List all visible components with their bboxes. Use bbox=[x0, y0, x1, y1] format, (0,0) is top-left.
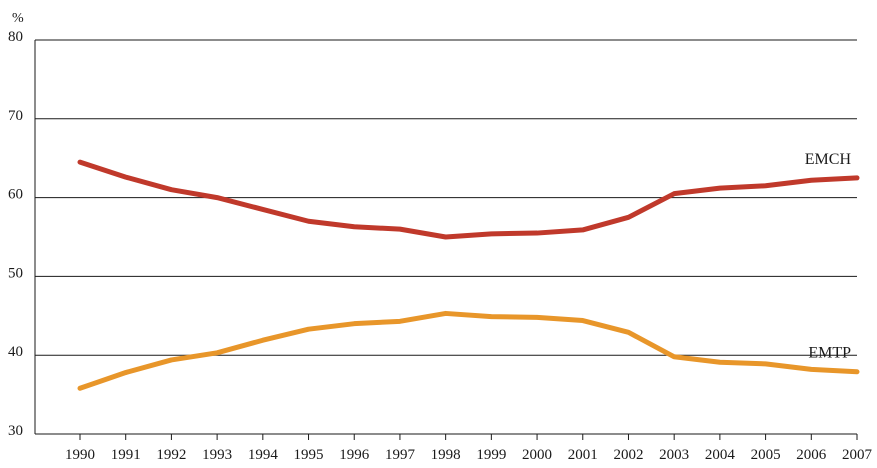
y-tick-label: 80 bbox=[8, 29, 23, 45]
series-line-emtp bbox=[80, 313, 857, 388]
x-tick-label: 1994 bbox=[248, 447, 279, 463]
x-tick-label: 2007 bbox=[842, 447, 873, 463]
x-tick-label: 2006 bbox=[796, 447, 827, 463]
series-line-emch bbox=[80, 162, 857, 237]
series-label-emtp: EMTP bbox=[808, 345, 851, 362]
x-tick-label: 2000 bbox=[522, 447, 552, 463]
y-tick-label: 70 bbox=[8, 108, 23, 124]
x-tick-label: 2004 bbox=[705, 447, 736, 463]
x-tick-label: 1993 bbox=[202, 447, 232, 463]
y-axis-label: % bbox=[12, 11, 24, 26]
x-tick-label: 2005 bbox=[751, 447, 781, 463]
series-label-emch: EMCH bbox=[805, 151, 852, 168]
x-tick-label: 1991 bbox=[111, 447, 141, 463]
x-tick-label: 2003 bbox=[659, 447, 689, 463]
y-tick-label: 30 bbox=[8, 423, 23, 439]
y-tick-label: 60 bbox=[8, 187, 23, 203]
x-tick-label: 1999 bbox=[476, 447, 506, 463]
x-tick-label: 1997 bbox=[385, 447, 416, 463]
x-tick-label: 2002 bbox=[613, 447, 643, 463]
x-tick-label: 1998 bbox=[431, 447, 461, 463]
series-lines bbox=[80, 162, 857, 388]
x-tick-label: 1995 bbox=[294, 447, 324, 463]
x-tick-label: 1992 bbox=[156, 447, 186, 463]
x-tick-label: 1990 bbox=[65, 447, 95, 463]
x-tick-label: 2001 bbox=[568, 447, 598, 463]
x-tick-label: 1996 bbox=[339, 447, 370, 463]
y-tick-label: 50 bbox=[8, 265, 23, 281]
y-tick-label: 40 bbox=[8, 344, 23, 360]
